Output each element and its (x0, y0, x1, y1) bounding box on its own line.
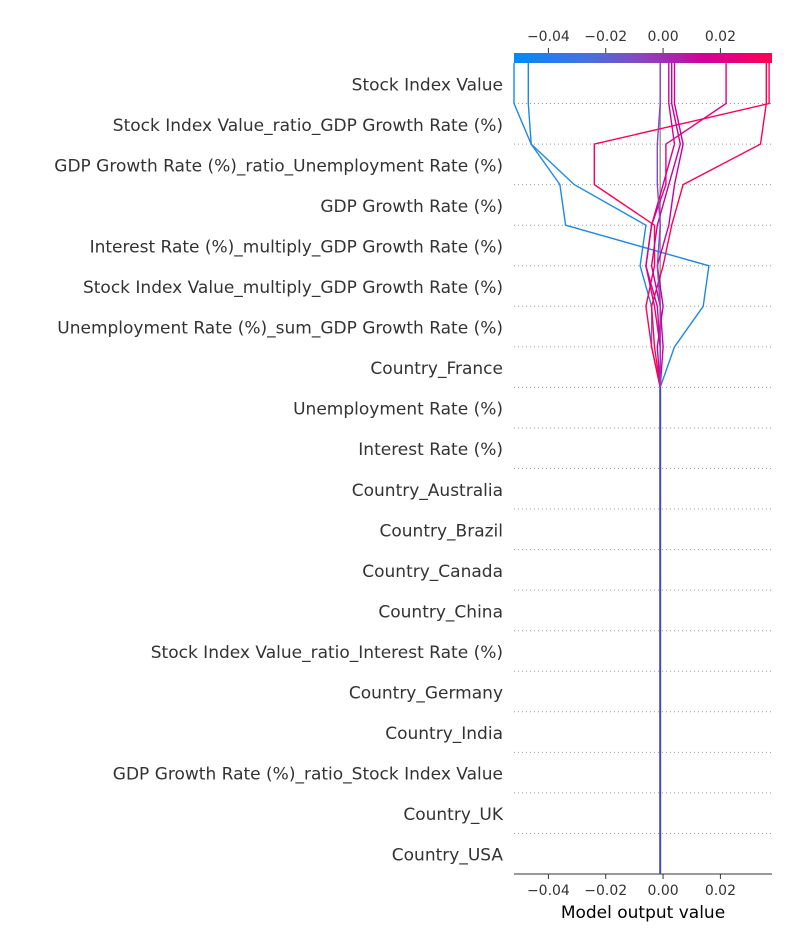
bottom-tick-label: −0.02 (584, 883, 627, 899)
feature-label: Stock Index Value_ratio_GDP Growth Rate … (113, 116, 503, 136)
feature-label: Country_Brazil (380, 521, 503, 541)
top-x-axis: −0.04 −0.02 0.00 0.02 (527, 29, 736, 53)
top-tick-label: −0.02 (584, 29, 627, 45)
feature-label: Interest Rate (%)_multiply_GDP Growth Ra… (90, 237, 503, 257)
bottom-x-axis: −0.04 −0.02 0.00 0.02 (514, 873, 772, 899)
feature-labels: Stock Index Value Stock Index Value_ratio… (54, 75, 504, 865)
decision-lines (513, 63, 770, 874)
top-tick-label: 0.02 (705, 29, 736, 45)
feature-label: Unemployment Rate (%)_sum_GDP Growth Rat… (57, 319, 503, 339)
grid-lines (514, 103, 772, 834)
decision-line (656, 63, 661, 874)
bottom-tick-label: 0.02 (705, 883, 736, 899)
decision-line (650, 63, 682, 874)
top-tick-label: 0.00 (647, 29, 678, 45)
feature-label: Interest Rate (%) (358, 440, 503, 460)
feature-label: Country_Australia (352, 481, 503, 501)
decision-line (527, 63, 710, 874)
bottom-tick-label: 0.00 (647, 883, 678, 899)
feature-label: GDP Growth Rate (%)_ratio_Stock Index Va… (113, 765, 503, 785)
bottom-tick-label: −0.04 (527, 883, 570, 899)
feature-label: Country_USA (392, 846, 504, 866)
feature-label: Country_Germany (349, 684, 503, 704)
feature-label: Country_Canada (362, 562, 503, 582)
x-axis-title: Model output value (561, 903, 725, 923)
feature-label: Country_China (378, 602, 503, 622)
feature-label: Country_France (370, 359, 503, 379)
decision-line (656, 63, 684, 874)
feature-label: GDP Growth Rate (%)_ratio_Unemployment R… (54, 156, 503, 176)
feature-label: Stock Index Value_multiply_GDP Growth Ra… (83, 278, 503, 298)
decision-line (650, 63, 767, 874)
feature-label: GDP Growth Rate (%) (320, 197, 503, 217)
feature-label: Stock Index Value (352, 75, 503, 95)
feature-label: Unemployment Rate (%) (293, 400, 503, 420)
top-tick-label: −0.04 (527, 29, 570, 45)
colorbar (514, 53, 772, 63)
feature-label: Country_India (385, 724, 503, 744)
feature-label: Stock Index Value_ratio_Interest Rate (%… (151, 643, 503, 663)
feature-label: Country_UK (403, 805, 503, 825)
